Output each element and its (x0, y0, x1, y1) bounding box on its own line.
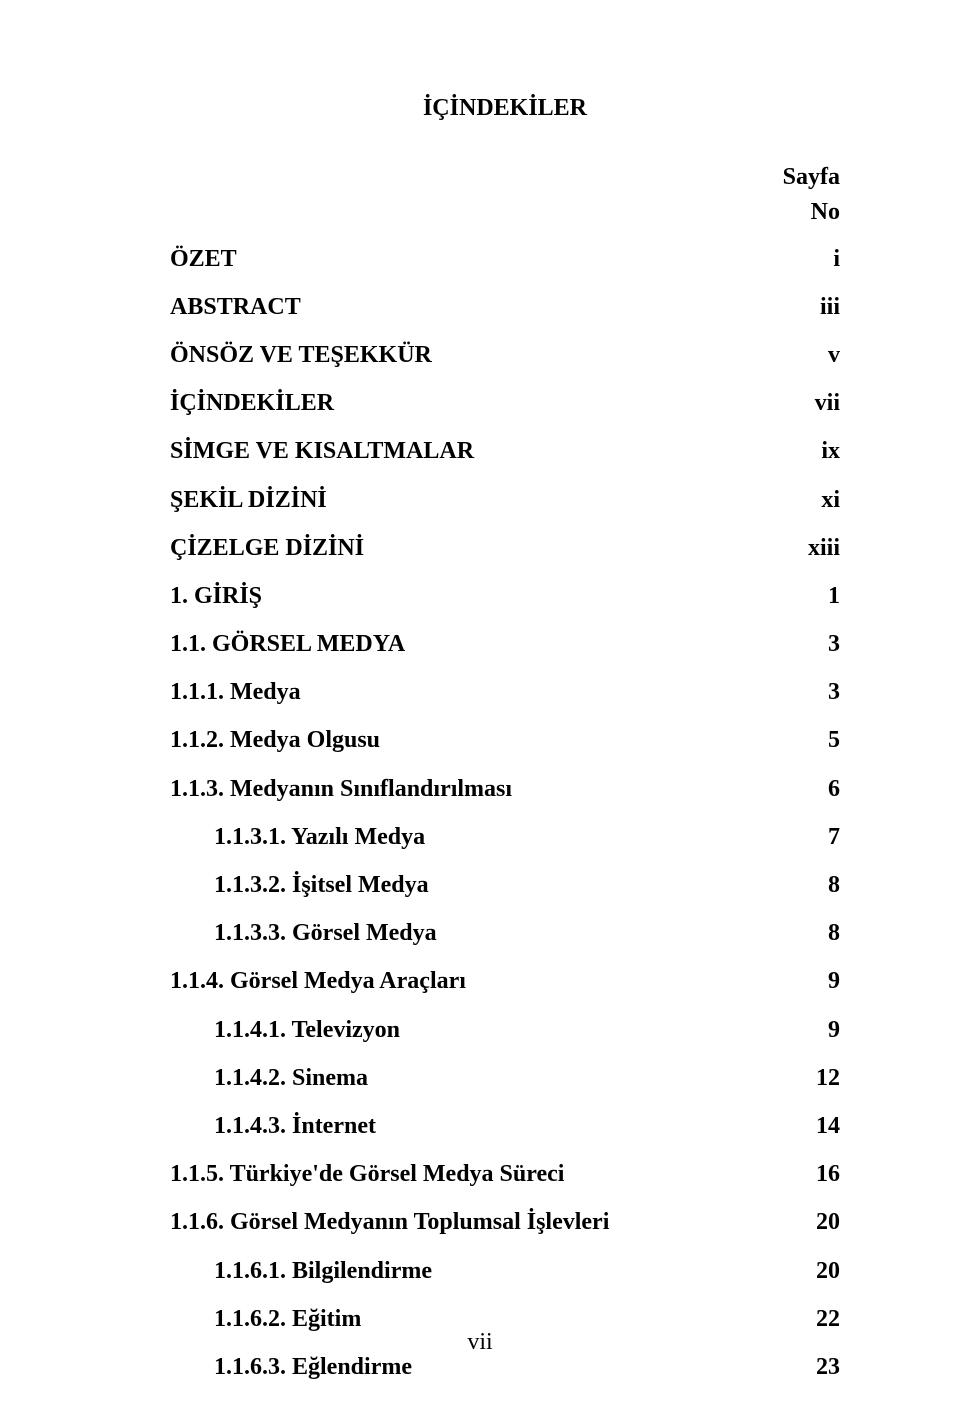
toc-page: vii (772, 385, 840, 422)
toc-label: ABSTRACT (170, 289, 301, 326)
toc-label: 1.1.6. Görsel Medyanın Toplumsal İşlevle… (170, 1204, 609, 1241)
page-number: vii (0, 1329, 960, 1356)
toc-label: 1.1.3.3. Görsel Medya (170, 915, 437, 952)
toc-page: 8 (772, 867, 840, 904)
page: İÇİNDEKİLER Sayfa No ÖZET i ABSTRACT iii ÖNS… (0, 0, 960, 1404)
toc-page: 9 (772, 1012, 840, 1049)
toc-page: 3 (772, 626, 840, 663)
toc-row: 1.1.6. Görsel Medyanın Toplumsal İşlevle… (170, 1204, 840, 1241)
toc-label: 1.1.3.1. Yazılı Medya (170, 819, 425, 856)
toc-row: 1.1.3.1. Yazılı Medya 7 (170, 819, 840, 856)
toc-row: ŞEKİL DİZİNİ xi (170, 482, 840, 519)
toc-row: 1.1.3. Medyanın Sınıflandırılması 6 (170, 771, 840, 808)
toc-page: 20 (772, 1253, 840, 1290)
toc-page: 3 (772, 674, 840, 711)
toc-row: 1.1.4.2. Sinema 12 (170, 1060, 840, 1097)
page-title: İÇİNDEKİLER (170, 95, 840, 122)
toc-page: 7 (772, 819, 840, 856)
toc-row: SİMGE VE KISALTMALAR ix (170, 433, 840, 470)
toc-label: 1.1.4.2. Sinema (170, 1060, 368, 1097)
toc-list: ÖZET i ABSTRACT iii ÖNSÖZ VE TEŞEKKÜR v İÇİNDE… (170, 241, 840, 1387)
toc-label: İÇİNDEKİLER (170, 385, 334, 422)
toc-label: 1.1.3. Medyanın Sınıflandırılması (170, 771, 512, 808)
toc-label: 1.1.3.2. İşitsel Medya (170, 867, 429, 904)
toc-row: 1. GİRİŞ 1 (170, 578, 840, 615)
toc-page: 8 (772, 915, 840, 952)
toc-label: 1.1.6.1. Bilgilendirme (170, 1253, 432, 1290)
toc-page: ix (772, 433, 840, 470)
toc-page: xi (772, 482, 840, 519)
toc-row: 1.1.3.2. İşitsel Medya 8 (170, 867, 840, 904)
toc-row: 1.1.4. Görsel Medya Araçları 9 (170, 963, 840, 1000)
toc-page: 5 (772, 722, 840, 759)
toc-label: 1.1.4. Görsel Medya Araçları (170, 963, 466, 1000)
toc-page: 6 (772, 771, 840, 808)
toc-label: ÖNSÖZ VE TEŞEKKÜR (170, 337, 432, 374)
header-line-1: Sayfa (783, 160, 840, 195)
toc-label: 1.1.5. Türkiye'de Görsel Medya Süreci (170, 1156, 564, 1193)
toc-label: ÖZET (170, 241, 237, 278)
header-block: Sayfa No (783, 160, 840, 230)
toc-page: iii (772, 289, 840, 326)
toc-page: xiii (772, 530, 840, 567)
toc-label: 1. GİRİŞ (170, 578, 262, 615)
toc-row: İÇİNDEKİLER vii (170, 385, 840, 422)
toc-page: v (772, 337, 840, 374)
toc-row: 1.1.6.1. Bilgilendirme 20 (170, 1253, 840, 1290)
toc-page: 14 (772, 1108, 840, 1145)
toc-row: ÇİZELGE DİZİNİ xiii (170, 530, 840, 567)
toc-row: 1.1.4.3. İnternet 14 (170, 1108, 840, 1145)
toc-row: 1.1.4.1. Televizyon 9 (170, 1012, 840, 1049)
toc-label: 1.1.2. Medya Olgusu (170, 722, 380, 759)
toc-row: 1.1. GÖRSEL MEDYA 3 (170, 626, 840, 663)
toc-label: 1.1.1. Medya (170, 674, 301, 711)
toc-page: 20 (772, 1204, 840, 1241)
column-header: Sayfa No (170, 160, 840, 230)
toc-label: 1.1. GÖRSEL MEDYA (170, 626, 405, 663)
toc-label: ÇİZELGE DİZİNİ (170, 530, 364, 567)
toc-label: 1.1.4.3. İnternet (170, 1108, 376, 1145)
toc-row: ÖNSÖZ VE TEŞEKKÜR v (170, 337, 840, 374)
toc-row: 1.1.3.3. Görsel Medya 8 (170, 915, 840, 952)
toc-label: ŞEKİL DİZİNİ (170, 482, 327, 519)
toc-page: 16 (772, 1156, 840, 1193)
toc-page: 9 (772, 963, 840, 1000)
toc-row: 1.1.5. Türkiye'de Görsel Medya Süreci 16 (170, 1156, 840, 1193)
header-line-2: No (783, 195, 840, 230)
toc-page: 12 (772, 1060, 840, 1097)
toc-label: 1.1.4.1. Televizyon (170, 1012, 400, 1049)
toc-row: 1.1.2. Medya Olgusu 5 (170, 722, 840, 759)
toc-row: 1.1.1. Medya 3 (170, 674, 840, 711)
toc-label: SİMGE VE KISALTMALAR (170, 433, 474, 470)
toc-page: i (772, 241, 840, 278)
toc-page: 1 (772, 578, 840, 615)
toc-row: ABSTRACT iii (170, 289, 840, 326)
toc-row: ÖZET i (170, 241, 840, 278)
